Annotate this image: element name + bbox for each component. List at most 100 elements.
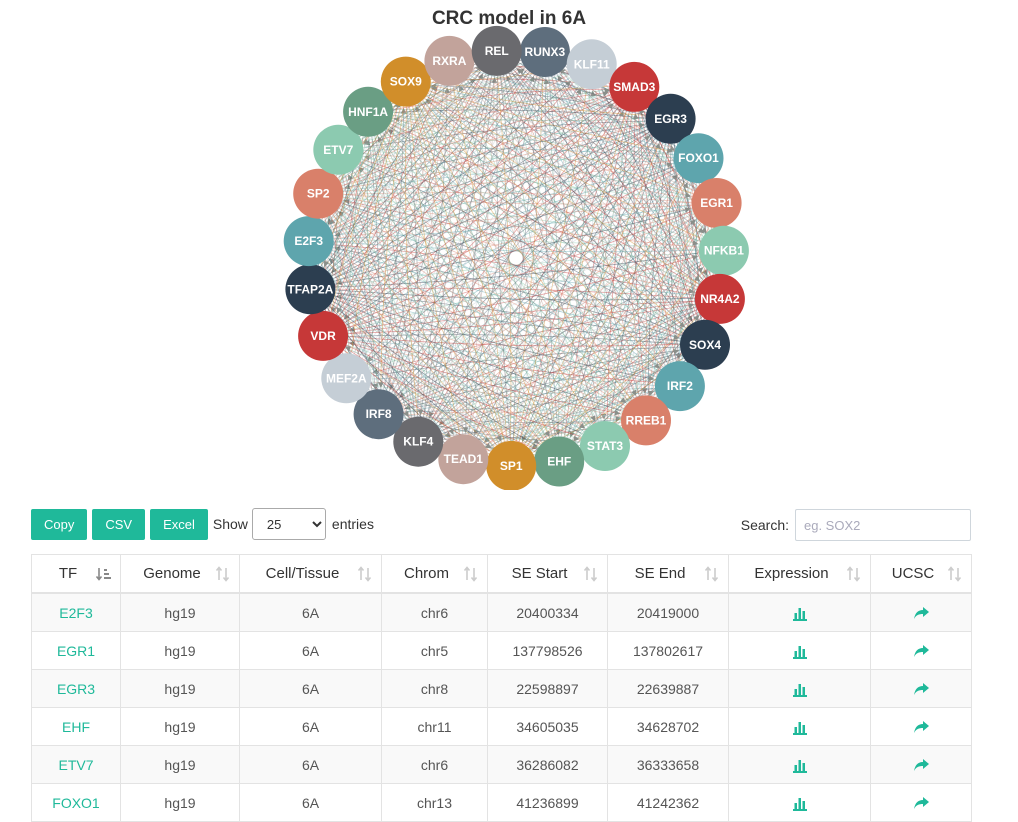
network-edge — [342, 123, 645, 189]
network-node-circle[interactable] — [694, 273, 745, 324]
network-edge — [455, 85, 553, 436]
network-node-vdr[interactable]: VDR — [298, 310, 349, 361]
network-node-circle[interactable] — [698, 225, 749, 276]
network-node-circle[interactable] — [298, 310, 349, 361]
network-node-foxo1[interactable]: FOXO1 — [673, 133, 724, 184]
network-node-hnf1a[interactable]: HNF1A — [343, 86, 394, 137]
tf-link[interactable]: EGR1 — [31, 631, 121, 670]
network-node-ehf[interactable]: EHF — [534, 436, 585, 487]
column-header-genome[interactable]: Genome — [120, 554, 240, 594]
network-node-circle[interactable] — [673, 133, 724, 184]
network-node-e2f3[interactable]: E2F3 — [283, 216, 334, 267]
network-node-egr1[interactable]: EGR1 — [691, 178, 742, 228]
network-node-circle[interactable] — [321, 353, 372, 404]
share-arrow-icon[interactable] — [913, 645, 929, 658]
network-node-smad3[interactable]: SMAD3 — [609, 61, 660, 112]
network-node-tead1[interactable]: TEAD1 — [438, 434, 489, 485]
network-node-mef2a[interactable]: MEF2A — [321, 353, 372, 404]
network-node-nr4a2[interactable]: NR4A2 — [694, 273, 745, 324]
share-arrow-icon[interactable] — [913, 797, 929, 810]
network-node-klf4[interactable]: KLF4 — [393, 416, 444, 467]
bar-chart-icon[interactable] — [792, 721, 807, 735]
network-node-sox4[interactable]: SOX4 — [680, 319, 730, 370]
tf-link[interactable]: ETV7 — [31, 745, 121, 784]
share-arrow-icon[interactable] — [913, 607, 929, 620]
column-header-label: SE Start — [511, 565, 568, 582]
bar-chart-icon[interactable] — [792, 607, 807, 621]
network-edge — [333, 215, 498, 446]
column-header-cell-tissue[interactable]: Cell/Tissue — [239, 554, 382, 594]
column-header-se-start[interactable]: SE Start — [487, 554, 608, 594]
network-node-circle[interactable] — [353, 389, 404, 440]
network-node-circle[interactable] — [580, 421, 630, 471]
network-node-nfkb1[interactable]: NFKB1 — [698, 225, 749, 276]
column-header-se-end[interactable]: SE End — [607, 554, 729, 594]
network-edge — [345, 192, 692, 203]
share-arrow-icon[interactable] — [913, 683, 929, 696]
tf-link[interactable]: EGR3 — [31, 669, 121, 708]
bar-chart-icon[interactable] — [792, 797, 807, 811]
column-header-tf[interactable]: TF — [31, 554, 121, 594]
network-node-circle[interactable] — [313, 124, 364, 175]
network-edge — [633, 113, 647, 396]
network-node-circle[interactable] — [645, 93, 696, 144]
network-node-irf2[interactable]: IRF2 — [654, 361, 705, 412]
network-node-circle[interactable] — [380, 56, 431, 107]
network-node-egr3[interactable]: EGR3 — [645, 93, 696, 144]
network-node-etv7[interactable]: ETV7 — [313, 124, 364, 175]
network-node-circle[interactable] — [283, 216, 334, 267]
tf-link[interactable]: FOXO1 — [31, 783, 121, 822]
column-header-chrom[interactable]: Chrom — [381, 554, 488, 594]
network-node-sp1[interactable]: SP1 — [486, 440, 537, 490]
network-node-circle[interactable] — [343, 86, 394, 137]
network-node-circle[interactable] — [285, 264, 336, 315]
network-node-circle[interactable] — [621, 395, 671, 446]
network-node-circle[interactable] — [566, 39, 617, 90]
network-node-circle[interactable] — [534, 436, 585, 487]
network-node-circle[interactable] — [691, 178, 742, 228]
share-arrow-icon[interactable] — [913, 721, 929, 734]
bar-chart-icon[interactable] — [792, 683, 807, 697]
network-node-rreb1[interactable]: RREB1 — [621, 395, 671, 446]
tf-link[interactable]: EHF — [31, 707, 121, 746]
network-node-circle[interactable] — [424, 35, 475, 86]
copy-button[interactable]: Copy — [31, 508, 88, 540]
network-node-runx3[interactable]: RUNX3 — [519, 27, 570, 77]
network-node-circle[interactable] — [654, 361, 705, 412]
network-node-circle[interactable] — [486, 440, 537, 490]
share-arrow-icon[interactable] — [913, 759, 929, 772]
network-node-circle[interactable] — [519, 27, 570, 77]
network-node-circle[interactable] — [680, 319, 730, 370]
search-input[interactable] — [795, 509, 971, 541]
network-node-klf11[interactable]: KLF11 — [566, 39, 617, 90]
network-node-stat3[interactable]: STAT3 — [580, 421, 630, 471]
network-edge — [397, 174, 678, 399]
network-node-rxra[interactable]: RXRA — [424, 35, 475, 86]
csv-button[interactable]: CSV — [92, 508, 146, 540]
network-edge — [340, 64, 524, 180]
network-edge — [365, 153, 692, 200]
network-node-irf8[interactable]: IRF8 — [353, 389, 404, 440]
network-node-circle[interactable] — [393, 416, 444, 467]
network-edge — [511, 72, 691, 325]
bar-chart-icon[interactable] — [792, 759, 807, 773]
network-edge — [669, 143, 682, 360]
excel-button[interactable]: Excel — [150, 508, 208, 540]
network-node-sp2[interactable]: SP2 — [293, 168, 344, 219]
network-node-label: SOX4 — [689, 338, 721, 352]
network-edge — [332, 304, 539, 448]
network-node-circle[interactable] — [293, 168, 344, 219]
column-header-label: TF — [58, 565, 78, 582]
network-node-circle[interactable] — [609, 61, 660, 112]
network-node-tfap2a[interactable]: TFAP2A — [285, 264, 336, 315]
network-node-circle[interactable] — [438, 434, 489, 485]
column-header-expression[interactable]: Expression — [728, 554, 871, 594]
network-node-sox9[interactable]: SOX9 — [380, 56, 431, 107]
tf-link[interactable]: E2F3 — [31, 592, 121, 632]
bar-chart-icon[interactable] — [792, 645, 807, 659]
column-header-ucsc[interactable]: UCSC — [870, 554, 972, 594]
network-node-circle[interactable] — [471, 25, 522, 76]
network-node-rel[interactable]: REL — [471, 25, 522, 76]
ucsc-cell — [870, 631, 972, 670]
entries-length-select[interactable]: 25 — [251, 508, 326, 540]
